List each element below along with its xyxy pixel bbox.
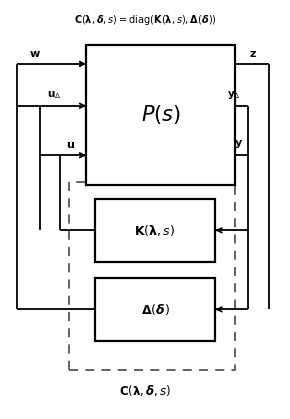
Text: $\boldsymbol{\Delta}(\boldsymbol{\delta})$: $\boldsymbol{\Delta}(\boldsymbol{\delta}… <box>141 302 170 317</box>
Text: $\mathbf{w}$: $\mathbf{w}$ <box>29 48 41 59</box>
Text: $\mathbf{y}_{\Delta}$: $\mathbf{y}_{\Delta}$ <box>227 89 241 101</box>
Bar <box>86 45 235 184</box>
Bar <box>69 182 235 370</box>
Text: $\mathbf{C}(\boldsymbol{\lambda}, \boldsymbol{\delta}, s)$: $\mathbf{C}(\boldsymbol{\lambda}, \bolds… <box>119 383 171 398</box>
Text: $\mathbf{y}$: $\mathbf{y}$ <box>233 138 243 150</box>
Text: $\mathbf{u}$: $\mathbf{u}$ <box>66 139 75 150</box>
Text: $\mathbf{z}$: $\mathbf{z}$ <box>249 48 257 59</box>
Bar <box>95 199 215 261</box>
Text: $\mathbf{K}(\boldsymbol{\lambda}, s)$: $\mathbf{K}(\boldsymbol{\lambda}, s)$ <box>135 223 176 238</box>
Text: $P(s)$: $P(s)$ <box>141 103 181 126</box>
Text: $\mathbf{u}_{\Delta}$: $\mathbf{u}_{\Delta}$ <box>47 89 62 101</box>
Bar <box>95 278 215 341</box>
Text: $\mathbf{C}(\boldsymbol{\lambda}, \boldsymbol{\delta}, s) = \mathrm{diag}(\mathb: $\mathbf{C}(\boldsymbol{\lambda}, \bolds… <box>74 13 216 27</box>
